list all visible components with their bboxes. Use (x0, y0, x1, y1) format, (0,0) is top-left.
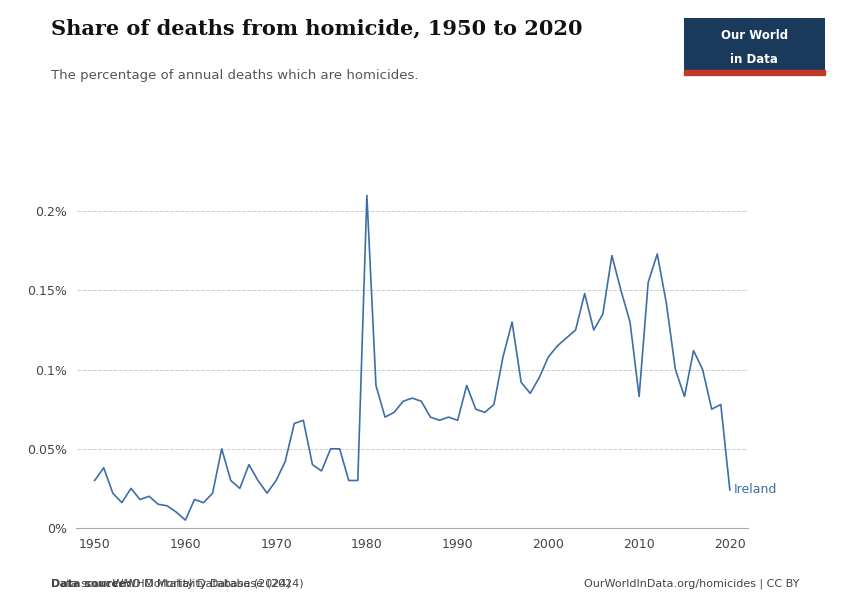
Text: Share of deaths from homicide, 1950 to 2020: Share of deaths from homicide, 1950 to 2… (51, 18, 582, 38)
Text: Our World: Our World (721, 29, 788, 41)
Text: OurWorldInData.org/homicides | CC BY: OurWorldInData.org/homicides | CC BY (584, 578, 799, 589)
Text: The percentage of annual deaths which are homicides.: The percentage of annual deaths which ar… (51, 69, 418, 82)
Text: Data source:: Data source: (51, 579, 131, 589)
Text: Data source: WHO Mortality Database (2024): Data source: WHO Mortality Database (202… (51, 579, 303, 589)
Bar (684, 70, 824, 75)
Text: Ireland: Ireland (734, 484, 777, 496)
Text: WHO Mortality Database (2024): WHO Mortality Database (2024) (109, 579, 291, 589)
Text: in Data: in Data (730, 53, 779, 65)
